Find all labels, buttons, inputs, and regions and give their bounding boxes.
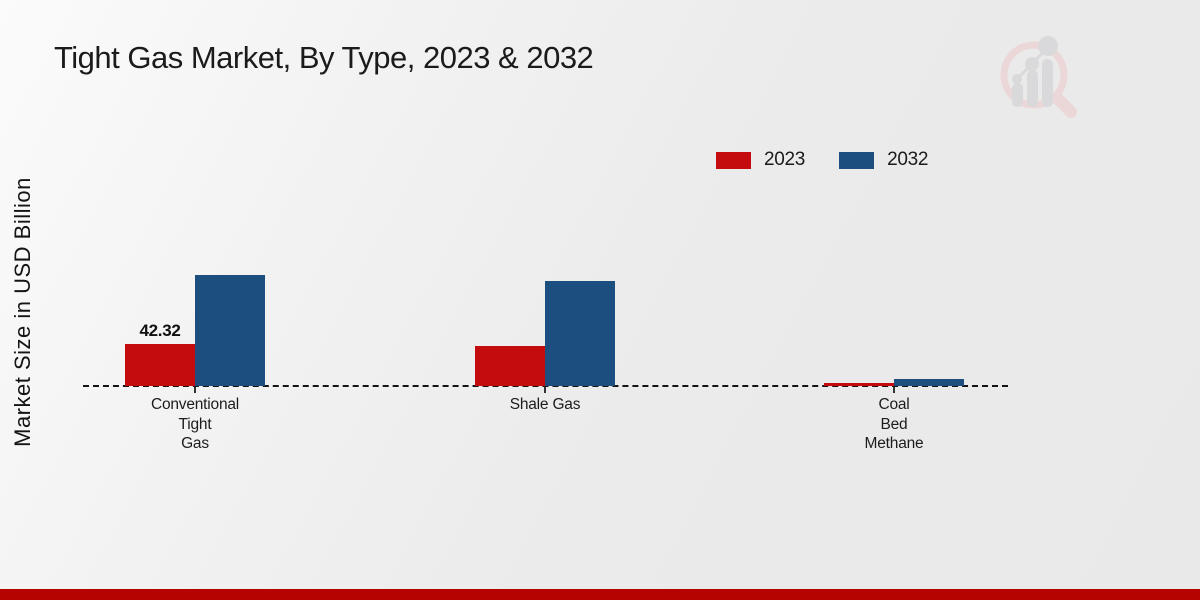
- footer-accent-bar: [0, 589, 1200, 600]
- legend-label: 2023: [764, 149, 806, 170]
- legend-swatch-2023: [716, 151, 751, 169]
- bar-2023-shale-gas: [475, 346, 545, 386]
- bar-2023-coal-bed-methane: [824, 383, 894, 386]
- category-label-conventional-tight-gas: Conventional Tight Gas: [150, 396, 240, 452]
- axis-tick: [544, 387, 546, 393]
- bar-2032-conventional-tight-gas: [195, 275, 265, 386]
- legend-item-2023: 2023: [716, 149, 805, 171]
- market-research-future-logo-watermark: [1000, 36, 1077, 118]
- bar-value-label: 42.32: [139, 321, 181, 340]
- bar-2023-conventional-tight-gas: [125, 344, 195, 386]
- axis-tick: [194, 387, 196, 393]
- legend: 2023 2032: [716, 149, 928, 171]
- bar-2032-coal-bed-methane: [894, 379, 964, 386]
- x-axis-baseline: [83, 385, 1008, 387]
- bar-2032-shale-gas: [545, 281, 615, 386]
- legend-item-2032: 2032: [839, 149, 928, 171]
- chart-title: Tight Gas Market, By Type, 2023 & 2032: [54, 40, 594, 75]
- category-label-shale-gas: Shale Gas: [509, 396, 581, 413]
- category-label-coal-bed-methane: Coal Bed Methane: [864, 396, 924, 452]
- legend-label: 2032: [887, 149, 929, 170]
- legend-swatch-2032: [839, 151, 875, 169]
- axis-tick: [893, 387, 895, 393]
